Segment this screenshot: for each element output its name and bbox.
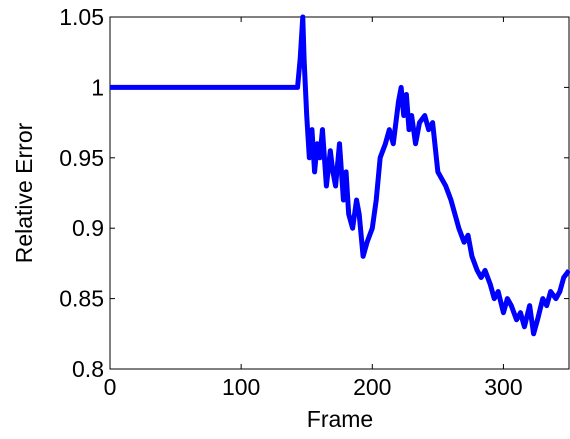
y-axis-label: Relative Error	[11, 122, 37, 263]
x-tick-label: 300	[484, 374, 522, 400]
x-axis-label: Frame	[307, 406, 373, 432]
y-tick-label: 0.9	[72, 215, 104, 241]
y-tick-label: 0.85	[59, 286, 104, 312]
axes-box	[109, 16, 570, 370]
data-line	[110, 14, 570, 337]
y-tick-label: 1.05	[59, 4, 104, 30]
y-tick-label: 1	[91, 74, 104, 100]
x-tick-label: 0	[104, 374, 117, 400]
y-tick-label: 0.8	[72, 356, 104, 382]
x-tick-label: 200	[353, 374, 391, 400]
x-tick-label: 100	[222, 374, 260, 400]
y-tick-label: 0.95	[59, 145, 104, 171]
